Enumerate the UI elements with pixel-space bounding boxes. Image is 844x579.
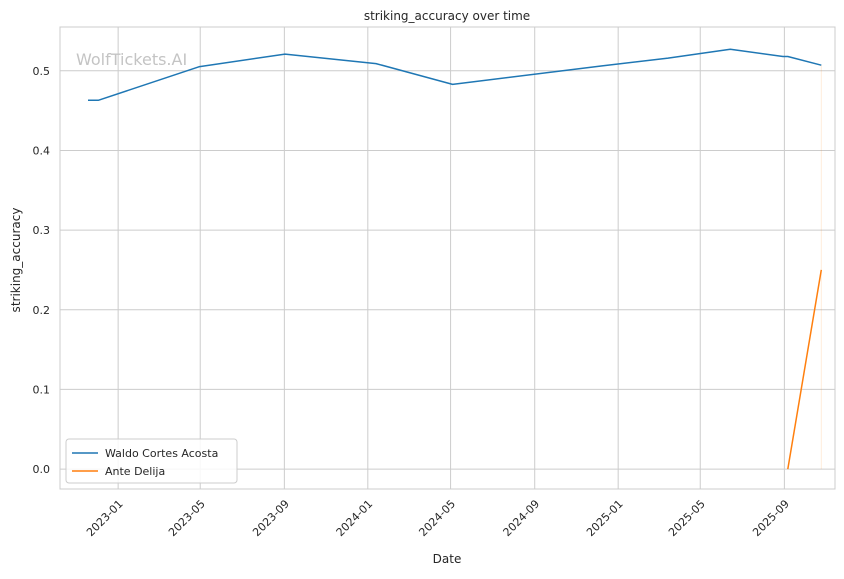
y-axis-label: striking_accuracy <box>9 208 23 313</box>
y-tick-label: 0.0 <box>33 463 51 476</box>
x-tick-label: 2024-01 <box>334 497 376 539</box>
x-tick-label: 2024-09 <box>501 497 543 539</box>
x-tick-label: 2023-09 <box>250 497 292 539</box>
y-tick-label: 0.4 <box>33 144 51 157</box>
plot-area <box>60 27 835 489</box>
y-tick-label: 0.1 <box>33 383 51 396</box>
chart-title: striking_accuracy over time <box>364 9 530 23</box>
x-axis-label: Date <box>433 552 462 566</box>
legend-label-waldo: Waldo Cortes Acosta <box>105 447 218 460</box>
x-tick-label: 2023-01 <box>84 497 126 539</box>
legend-label-ante: Ante Delija <box>105 465 165 478</box>
x-tick-label: 2025-01 <box>584 497 626 539</box>
x-tick-label: 2025-09 <box>750 497 792 539</box>
y-tick-label: 0.5 <box>33 65 51 78</box>
x-tick-label: 2024-05 <box>416 497 458 539</box>
legend: Waldo Cortes Acosta Ante Delija <box>66 439 237 483</box>
y-tick-label: 0.3 <box>33 224 51 237</box>
y-tick-label: 0.2 <box>33 304 51 317</box>
watermark: WolfTickets.AI <box>76 50 187 69</box>
x-tick-label: 2025-05 <box>666 497 708 539</box>
x-tick-label: 2023-05 <box>166 497 208 539</box>
